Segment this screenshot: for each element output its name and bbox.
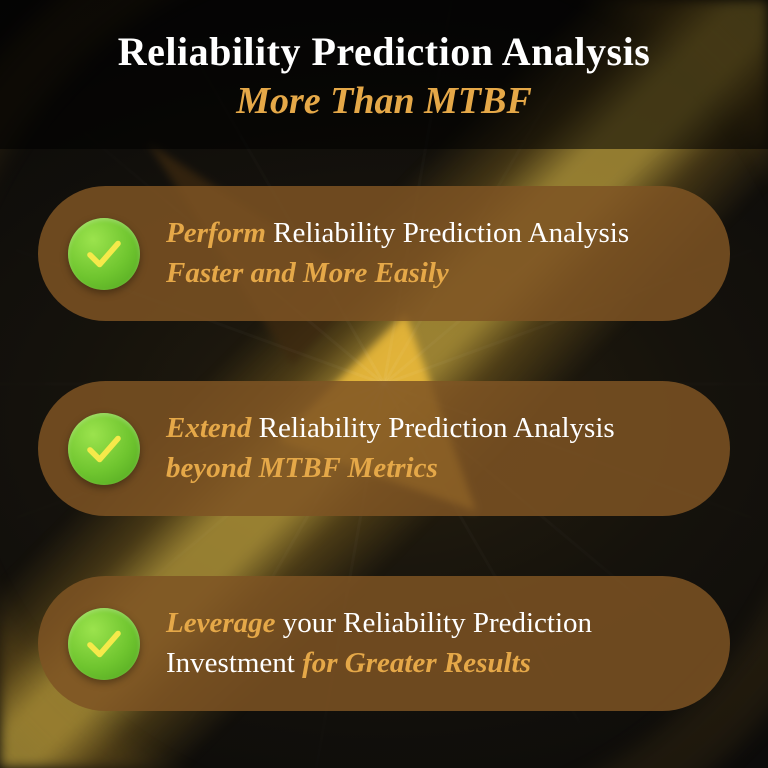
bullet-lead: Leverage bbox=[166, 607, 276, 639]
bullet-tail: for Greater Results bbox=[302, 647, 531, 679]
check-icon bbox=[68, 218, 140, 290]
check-icon bbox=[68, 608, 140, 680]
page-title: Reliability Prediction Analysis bbox=[30, 28, 738, 75]
page-subtitle: More Than MTBF bbox=[30, 79, 738, 123]
bullet-item: Leverage your Reliability Prediction Inv… bbox=[38, 576, 730, 710]
bullet-mid: Reliability Prediction Analysis bbox=[266, 217, 629, 249]
bullet-text: Leverage your Reliability Prediction Inv… bbox=[166, 604, 686, 682]
bullet-tail: beyond MTBF Metrics bbox=[166, 452, 438, 484]
bullet-lead: Perform bbox=[166, 217, 266, 249]
bullet-item: Extend Reliability Prediction Analysis b… bbox=[38, 381, 730, 515]
header: Reliability Prediction Analysis More Tha… bbox=[0, 0, 768, 149]
check-icon bbox=[68, 413, 140, 485]
bullet-list: Perform Reliability Prediction Analysis … bbox=[0, 149, 768, 768]
bullet-text: Perform Reliability Prediction Analysis … bbox=[166, 214, 686, 292]
bullet-item: Perform Reliability Prediction Analysis … bbox=[38, 186, 730, 320]
bullet-text: Extend Reliability Prediction Analysis b… bbox=[166, 409, 686, 487]
bullet-mid: Reliability Prediction Analysis bbox=[251, 412, 614, 444]
bullet-lead: Extend bbox=[166, 412, 251, 444]
bullet-tail: Faster and More Easily bbox=[166, 257, 449, 289]
